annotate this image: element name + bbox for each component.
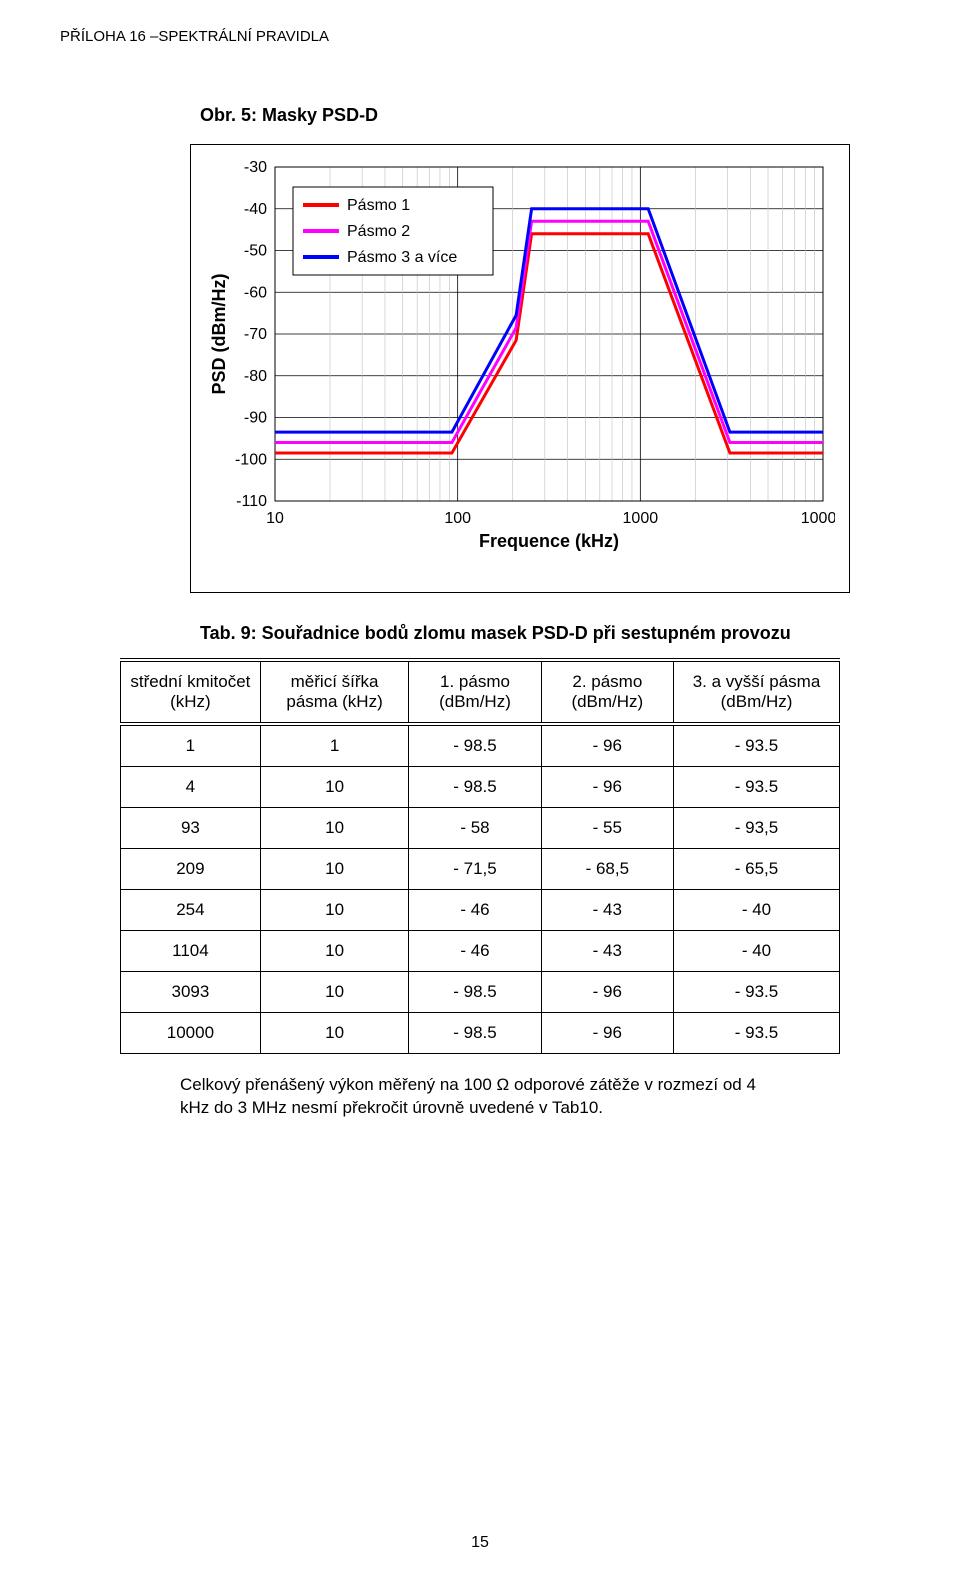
table-cell: - 98.5 — [409, 767, 541, 808]
svg-text:-90: -90 — [244, 410, 267, 427]
table-row: 11- 98.5- 96- 93.5 — [121, 724, 840, 767]
table-cell: 254 — [121, 890, 261, 931]
table-cell: - 96 — [541, 972, 673, 1013]
svg-text:10000: 10000 — [801, 510, 835, 527]
table-row: 1000010- 98.5- 96- 93.5 — [121, 1013, 840, 1054]
table-body: 11- 98.5- 96- 93.5410- 98.5- 96- 93.5931… — [121, 724, 840, 1054]
table-cell: - 93,5 — [674, 808, 840, 849]
table-cell: 10 — [260, 767, 408, 808]
table-cell: 4 — [121, 767, 261, 808]
table-cell: - 43 — [541, 931, 673, 972]
svg-text:-30: -30 — [244, 159, 267, 176]
table-cell: - 40 — [674, 890, 840, 931]
table-cell: - 96 — [541, 724, 673, 767]
figure-caption: Obr. 5: Masky PSD-D — [200, 105, 900, 126]
table-cell: - 46 — [409, 931, 541, 972]
table-cell: 10 — [260, 1013, 408, 1054]
table-row: 20910- 71,5- 68,5- 65,5 — [121, 849, 840, 890]
table-cell: - 98.5 — [409, 972, 541, 1013]
table-row: 410- 98.5- 96- 93.5 — [121, 767, 840, 808]
table-cell: 209 — [121, 849, 261, 890]
table-cell: - 65,5 — [674, 849, 840, 890]
table-cell: - 71,5 — [409, 849, 541, 890]
svg-text:-40: -40 — [244, 201, 267, 218]
table-cell: - 93.5 — [674, 972, 840, 1013]
table-header-cell: měřicí šířka pásma (kHz) — [260, 660, 408, 724]
table-cell: 10 — [260, 972, 408, 1013]
table-cell: - 98.5 — [409, 724, 541, 767]
data-table: střední kmitočet (kHz)měřicí šířka pásma… — [120, 658, 840, 1054]
table-cell: - 98.5 — [409, 1013, 541, 1054]
svg-text:-60: -60 — [244, 284, 267, 301]
table-row: 25410- 46- 43- 40 — [121, 890, 840, 931]
table-cell: 10 — [260, 890, 408, 931]
table-header-cell: střední kmitočet (kHz) — [121, 660, 261, 724]
svg-text:Frequence (kHz): Frequence (kHz) — [479, 531, 619, 551]
svg-text:1000: 1000 — [623, 510, 659, 527]
table-cell: 1 — [260, 724, 408, 767]
table-cell: 3093 — [121, 972, 261, 1013]
svg-text:-80: -80 — [244, 368, 267, 385]
table-header-cell: 3. a vyšší pásma (dBm/Hz) — [674, 660, 840, 724]
table-header-cell: 1. pásmo (dBm/Hz) — [409, 660, 541, 724]
table-cell: - 55 — [541, 808, 673, 849]
table-cell: 93 — [121, 808, 261, 849]
table-cell: - 68,5 — [541, 849, 673, 890]
table-row: 309310- 98.5- 96- 93.5 — [121, 972, 840, 1013]
table-cell: 10 — [260, 931, 408, 972]
svg-text:100: 100 — [444, 510, 471, 527]
table-cell: - 93.5 — [674, 724, 840, 767]
table-cell: - 93.5 — [674, 1013, 840, 1054]
svg-text:10: 10 — [266, 510, 284, 527]
table-cell: - 58 — [409, 808, 541, 849]
table-header-cell: 2. pásmo (dBm/Hz) — [541, 660, 673, 724]
svg-text:-50: -50 — [244, 243, 267, 260]
page-number: 15 — [0, 1534, 960, 1552]
svg-text:Pásmo 1: Pásmo 1 — [347, 197, 410, 214]
psd-chart: -30 -40 -50 -60 -70 -80 -90 -100 -11010 100 1000 10… — [190, 144, 850, 593]
table-cell: 10 — [260, 849, 408, 890]
svg-text:-70: -70 — [244, 326, 267, 343]
chart-container: -30 -40 -50 -60 -70 -80 -90 -100 -11010 100 1000 10… — [190, 144, 850, 593]
svg-text:-100: -100 — [235, 451, 267, 468]
table-cell: 10000 — [121, 1013, 261, 1054]
svg-text:-110: -110 — [236, 493, 267, 510]
table-caption: Tab. 9: Souřadnice bodů zlomu masek PSD-… — [200, 623, 900, 644]
table-header-row: střední kmitočet (kHz)měřicí šířka pásma… — [121, 660, 840, 724]
table-row: 9310- 58- 55- 93,5 — [121, 808, 840, 849]
svg-text:PSD (dBm/Hz): PSD (dBm/Hz) — [209, 273, 229, 394]
table-cell: 1 — [121, 724, 261, 767]
svg-text:Pásmo 3 a více: Pásmo 3 a více — [347, 249, 457, 266]
table-cell: - 93.5 — [674, 767, 840, 808]
table-cell: 10 — [260, 808, 408, 849]
table-row: 110410- 46- 43- 40 — [121, 931, 840, 972]
footnote-text: Celkový přenášený výkon měřený na 100 Ω … — [180, 1074, 780, 1120]
page-header: PŘÍLOHA 16 –SPEKTRÁLNÍ PRAVIDLA — [60, 28, 900, 45]
table-cell: - 40 — [674, 931, 840, 972]
table-cell: - 46 — [409, 890, 541, 931]
table-cell: - 96 — [541, 1013, 673, 1054]
table-cell: - 43 — [541, 890, 673, 931]
table-cell: 1104 — [121, 931, 261, 972]
chart-svg: -30 -40 -50 -60 -70 -80 -90 -100 -11010 100 1000 10… — [205, 157, 835, 557]
table-cell: - 96 — [541, 767, 673, 808]
svg-text:Pásmo 2: Pásmo 2 — [347, 223, 410, 240]
